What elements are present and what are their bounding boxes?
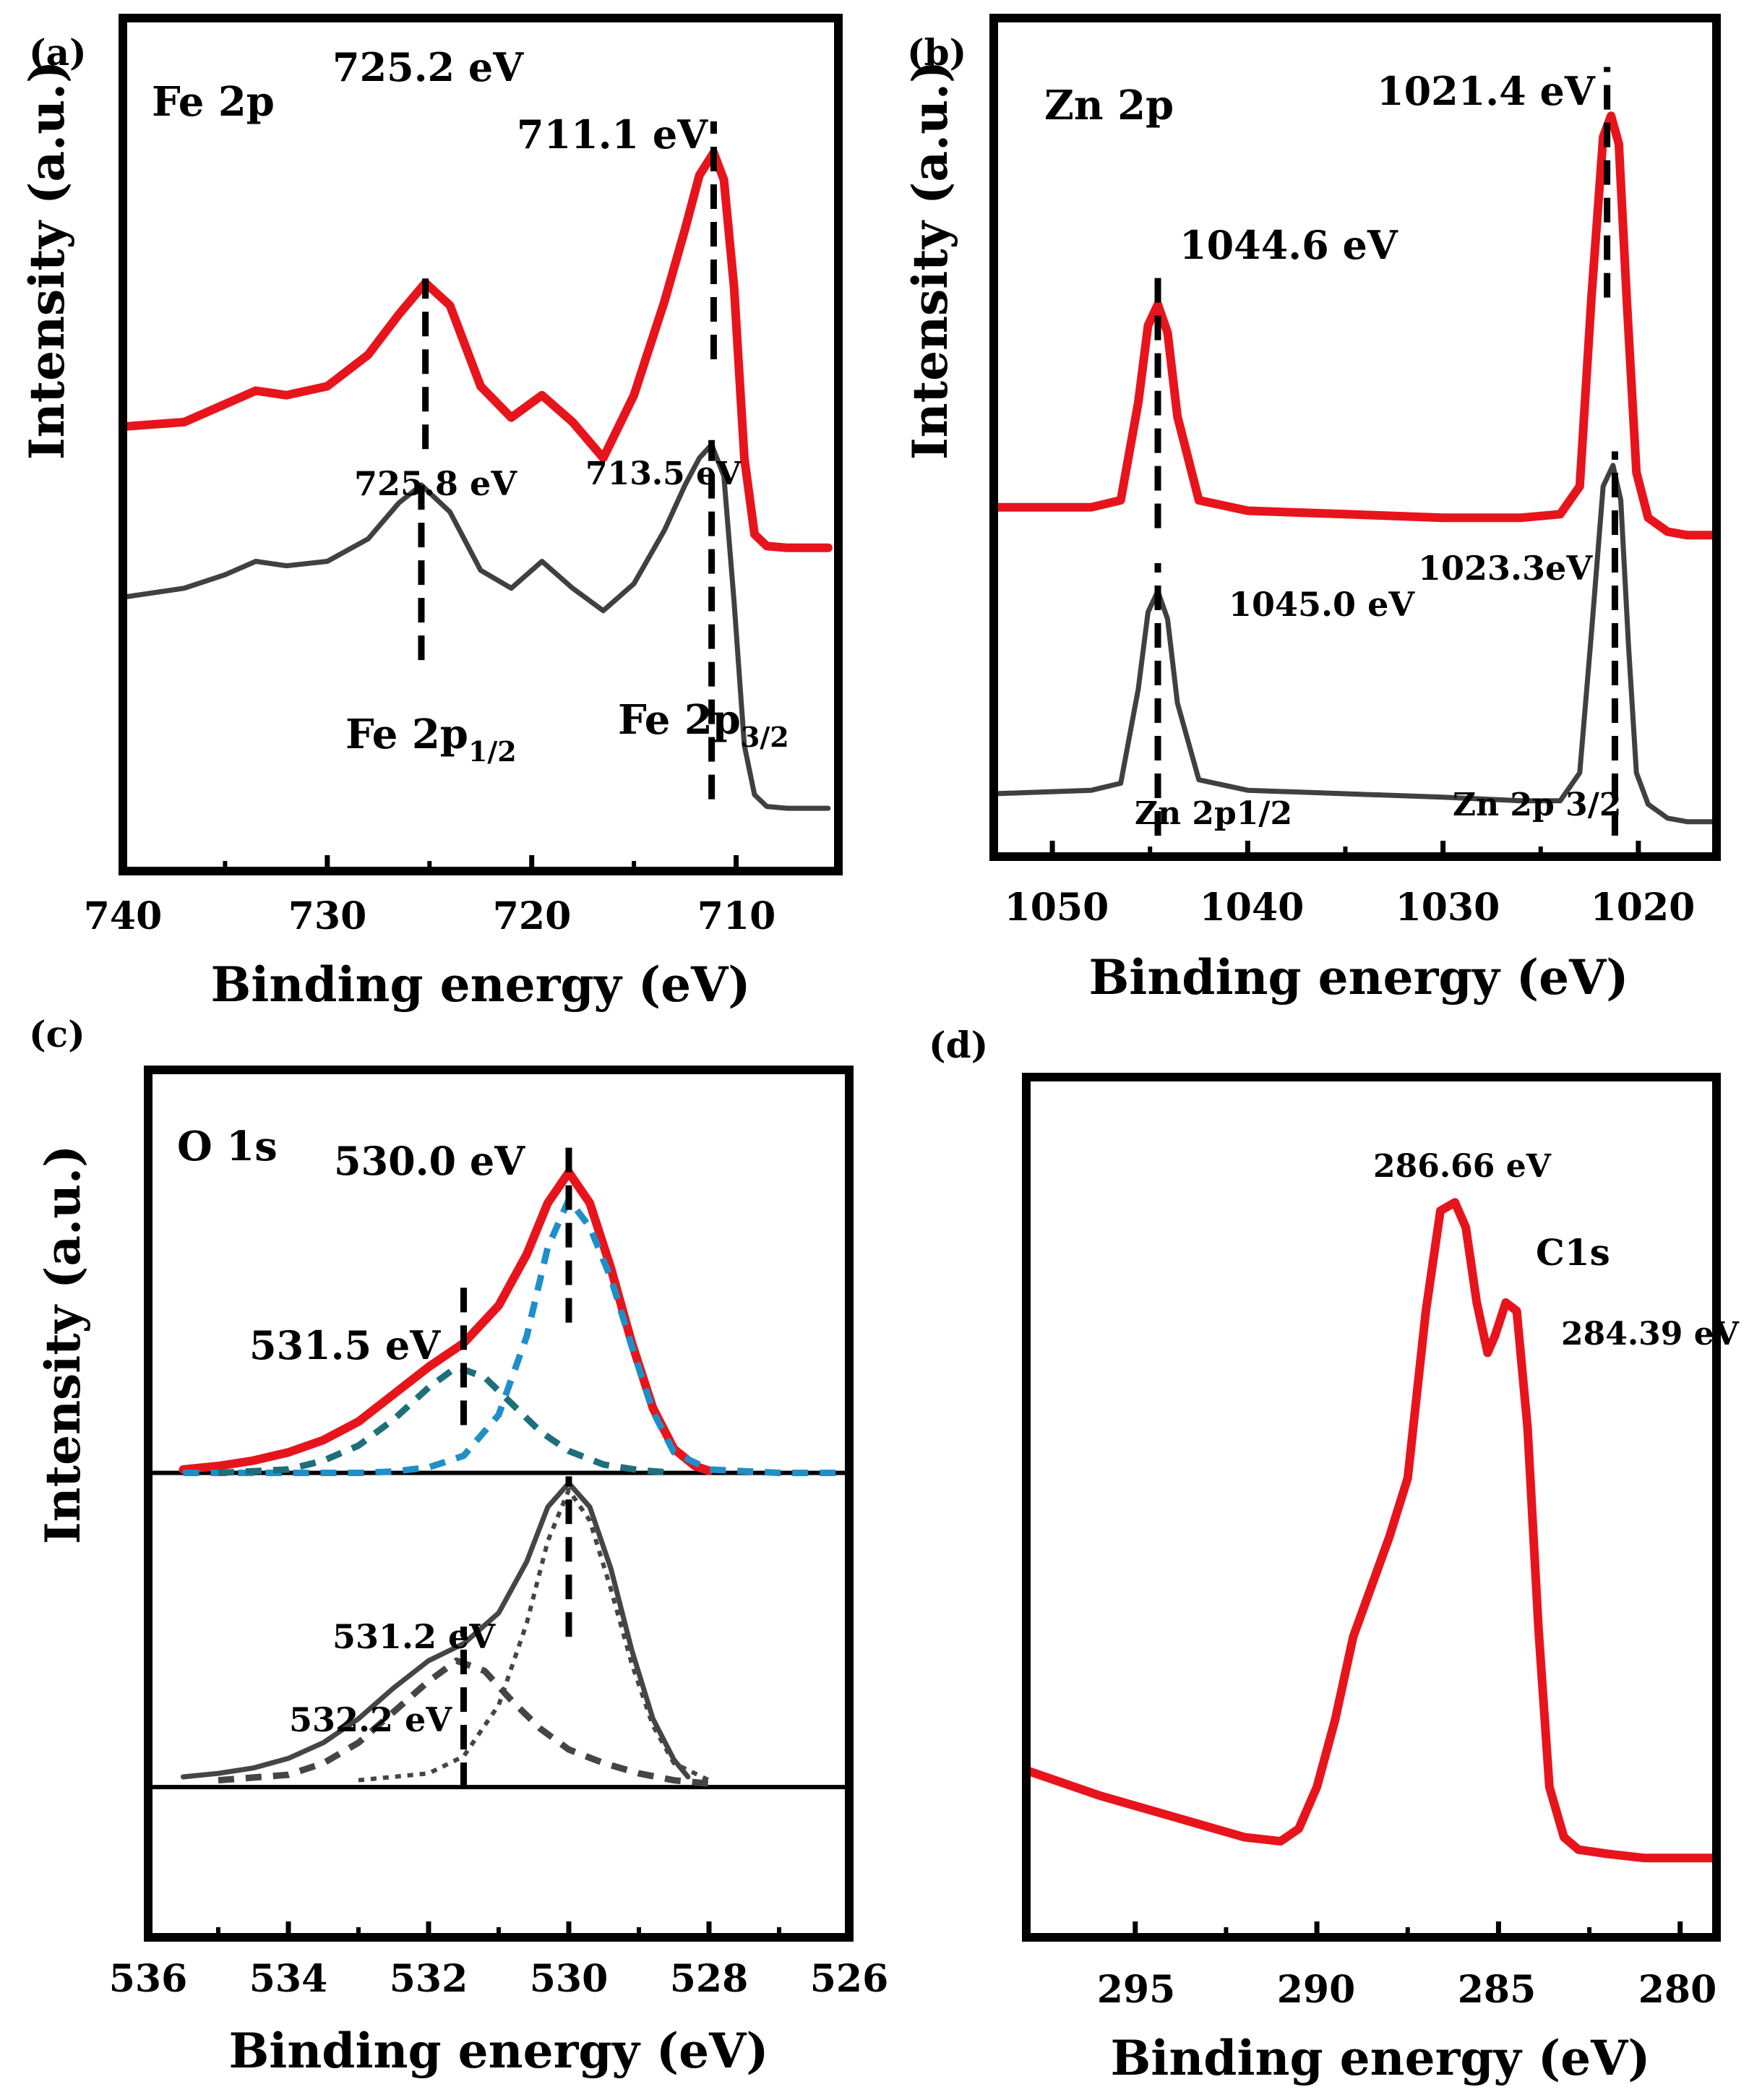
- panel-b-label-1021-4: 1021.4 eV: [1377, 68, 1596, 114]
- spectrum-series-4: [181, 1480, 691, 1780]
- panel-d-element-label: C1s: [1536, 1231, 1610, 1274]
- panel-c-x-axis-label: Binding energy (eV): [228, 2023, 768, 2079]
- spectrum-series-2: [991, 463, 1719, 825]
- panel-d-tick-label: 295: [1097, 1968, 1176, 2012]
- panel-c-tick-label: 532: [390, 1957, 468, 2001]
- panel-a: (a) Fe 2p 725.2 eV 711.1 eV 725.8 eV 713…: [19, 14, 843, 1013]
- panel-d-frame: [1022, 1073, 1721, 1942]
- panel-a-element-label: Fe 2p: [152, 78, 275, 126]
- panel-a-frame: [119, 14, 843, 875]
- spectrum-series-1: [989, 111, 1721, 540]
- panel-a-label-713-5: 713.5 eV: [585, 455, 742, 492]
- panel-b-frame: [989, 14, 1721, 861]
- panel-c-plot: [145, 1144, 852, 1937]
- spectrum-series-2: [120, 442, 831, 811]
- spectrum-series-1: [1022, 1198, 1721, 1863]
- panel-c-tick-label: 536: [109, 1957, 188, 2001]
- panel-a-label-725-8: 725.8 eV: [354, 464, 517, 503]
- panel-c-tick-label: 530: [530, 1957, 609, 2001]
- panel-b-tick-label: 1020: [1591, 886, 1696, 930]
- panel-c-label-531-2: 531.2 eV: [332, 1617, 496, 1656]
- panel-d-tag: (d): [929, 1024, 988, 1066]
- panel-d-tick-label: 290: [1277, 1968, 1356, 2012]
- panel-b-tag: (b): [907, 31, 966, 74]
- spectrum-series-2: [183, 1196, 849, 1476]
- panel-d-tick-label: 280: [1638, 1968, 1717, 2012]
- spectrum-series-5: [358, 1488, 710, 1783]
- panel-b-label-1044-6: 1044.6 eV: [1179, 222, 1398, 268]
- panel-a-label-711-1: 711.1 eV: [517, 111, 708, 158]
- panel-c-tick-label: 528: [670, 1957, 749, 2001]
- panel-b-x-axis-label: Binding energy (eV): [1088, 949, 1628, 1006]
- panel-a-y-axis-label: Intensity (a.u.): [19, 61, 75, 460]
- panel-a-tick-label: 740: [84, 894, 163, 938]
- panel-b-label-1023-3: 1023.3eV: [1418, 549, 1593, 588]
- panel-c-y-axis-label: Intensity (a.u.): [35, 1145, 91, 1545]
- panel-b-y-axis-label: Intensity (a.u.): [902, 61, 958, 460]
- panel-c-tag: (c): [29, 1013, 85, 1055]
- panel-c-element-label: O 1s: [177, 1123, 278, 1170]
- panel-c-frame: [144, 1066, 854, 1942]
- panel-b-element-label: Zn 2p: [1044, 82, 1174, 129]
- panel-b-label-1045-0: 1045.0 eV: [1229, 585, 1415, 624]
- spectrum-series-6: [218, 1657, 710, 1787]
- panel-b-tick-label: 1050: [1005, 886, 1109, 930]
- panel-c-tick-label: 526: [810, 1957, 889, 2001]
- panel-a-x-axis-label: Binding energy (eV): [210, 956, 750, 1013]
- panel-b-zn-2p-half: Zn 2p1/2: [1135, 795, 1292, 832]
- spectrum-series-3: [218, 1363, 674, 1476]
- panel-c: (c) O 1s 530.0 eV 531.5 eV 531.2 eV 532.…: [29, 1013, 888, 2079]
- panel-d-label-286-66: 286.66 eV: [1373, 1148, 1552, 1185]
- panel-a-tick-label: 720: [493, 894, 572, 938]
- panel-a-tick-label: 710: [697, 894, 776, 938]
- panel-b-plot: [989, 67, 1721, 857]
- panel-c-label-531-5: 531.5 eV: [249, 1322, 441, 1368]
- panel-d-label-284-39: 284.39 eV: [1561, 1316, 1740, 1353]
- panel-b-tick-label: 1030: [1396, 886, 1500, 930]
- panel-d: (d) 286.66 eV C1s 284.39 eV 295 290 285 …: [929, 1024, 1740, 2086]
- panel-d-tick-label: 285: [1458, 1968, 1537, 2012]
- panel-a-tag: (a): [29, 31, 87, 74]
- panel-a-tick-label: 730: [288, 894, 367, 938]
- panel-b-tick-label: 1040: [1200, 886, 1305, 930]
- spectrum-series-1: [119, 148, 833, 552]
- panel-a-fe-2p-half: Fe 2p1/2: [345, 711, 517, 768]
- panel-d-x-axis-label: Binding energy (eV): [1110, 2030, 1650, 2086]
- panel-c-label-532-2: 532.2 eV: [289, 1700, 452, 1739]
- panel-c-label-530-0: 530.0 eV: [334, 1138, 525, 1184]
- panel-d-plot: [1022, 1198, 1721, 1937]
- panel-b: (b) Zn 2p 1021.4 eV 1044.6 eV 1045.0 eV …: [902, 14, 1721, 1006]
- panel-b-zn-2p-three-half: Zn 2p 3/2: [1453, 787, 1621, 823]
- panel-c-tick-label: 534: [249, 1957, 328, 2001]
- panel-a-label-725-2: 725.2 eV: [332, 44, 524, 90]
- panel-a-fe-2p-three-half: Fe 2p3/2: [618, 696, 789, 753]
